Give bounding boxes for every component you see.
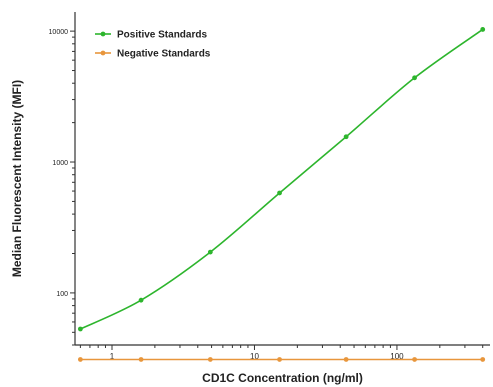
data-point	[343, 357, 349, 362]
legend-marker	[100, 50, 106, 56]
y-tick-label: 100	[56, 291, 68, 298]
data-point	[277, 357, 282, 362]
series-1	[77, 27, 486, 332]
data-point	[412, 75, 417, 81]
y-tick-label: 1000	[52, 160, 68, 167]
data-point	[138, 357, 144, 362]
legend: Positive Standards Negative Standards	[95, 30, 211, 60]
data-point	[77, 326, 83, 332]
data-point	[412, 357, 417, 362]
data-point	[480, 357, 486, 362]
y-axis-title: Median Fluorescent Intensity (MFI)	[10, 80, 24, 277]
data-point	[343, 134, 349, 140]
data-point	[207, 249, 213, 255]
x-tick-label: 100	[390, 352, 404, 361]
data-point	[77, 357, 83, 362]
x-tick-label: 1	[110, 352, 115, 361]
legend-marker	[100, 31, 106, 37]
y-tick-label: 10000	[49, 29, 69, 36]
data-point	[480, 27, 486, 32]
legend-label: Positive Standards	[117, 30, 207, 41]
data-point	[277, 190, 282, 196]
series-layer	[77, 27, 486, 362]
series-2	[77, 357, 486, 362]
x-tick-label: 10	[250, 352, 259, 361]
data-point	[207, 357, 213, 362]
data-point	[138, 297, 144, 303]
legend-label: Negative Standards	[117, 49, 211, 60]
axes: 1 10 100 100 1000 10000	[49, 12, 490, 361]
series-line	[80, 28, 484, 330]
x-axis-title: CD1C Concentration (ng/ml)	[202, 371, 363, 385]
